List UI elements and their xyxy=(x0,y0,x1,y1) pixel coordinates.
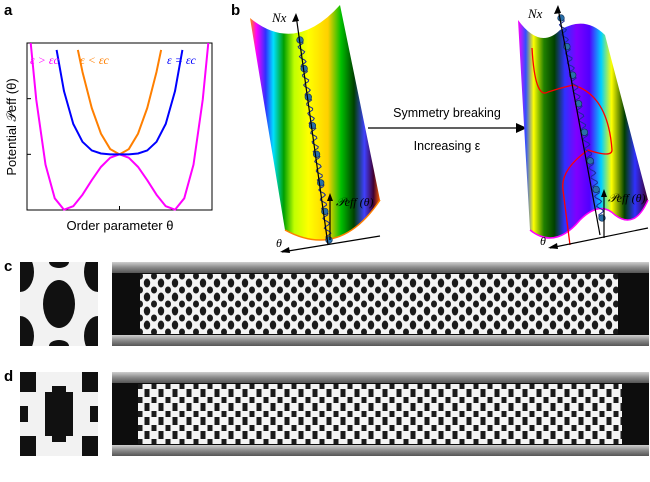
right-nx-axis xyxy=(557,7,601,236)
panel-label-c: c xyxy=(4,258,13,275)
lattice-strip-c-photo xyxy=(112,262,649,346)
right-potential-arrowhead-icon xyxy=(601,189,607,197)
plot-frame xyxy=(26,42,213,211)
spring-chain xyxy=(297,39,332,241)
legend-eps-equal: ε = εc xyxy=(167,53,197,67)
chain-node xyxy=(312,150,321,158)
unit-cell-d-photo xyxy=(20,372,98,456)
left-potential-arrowhead-icon xyxy=(327,193,333,201)
left-nx-arrowhead-icon xyxy=(292,13,299,22)
left-theta-axis xyxy=(281,235,381,253)
transition-label-bottom: Increasing ε xyxy=(414,139,481,153)
left-potential-surface xyxy=(250,5,380,240)
y-axis-label: Potential 𝒫eff (θ) xyxy=(4,78,19,175)
legend-eps-greater: ε > εc xyxy=(30,53,60,67)
left-nx-axis xyxy=(295,14,329,246)
bottom-clamp xyxy=(112,335,649,346)
right-theta-arrowhead-icon xyxy=(548,243,558,249)
lattice-d xyxy=(138,384,622,444)
chain-node xyxy=(580,128,589,136)
domain-wall-curve xyxy=(531,47,613,246)
chain-node xyxy=(317,179,325,187)
transition-arrowhead-icon xyxy=(516,123,527,133)
right-surface-edge xyxy=(529,199,649,239)
bottom-clamp xyxy=(112,445,649,456)
legend-eps-less: ε < εc xyxy=(80,53,110,67)
left-theta-arrowhead-icon xyxy=(280,247,290,253)
panel-label-a: a xyxy=(4,2,13,19)
right-theta-label: θ xyxy=(540,234,546,248)
series-line-2 xyxy=(55,49,184,156)
left-surface-edge xyxy=(284,199,381,241)
panel-label-d: d xyxy=(4,368,14,385)
right-potential-label: 𝒫eff (θ) xyxy=(608,191,646,205)
transition-label-top: Symmetry breaking xyxy=(393,106,501,120)
left-nx-label: Nx xyxy=(271,10,287,25)
spring-chain xyxy=(558,17,605,219)
left-theta-label: θ xyxy=(276,236,282,250)
top-clamp xyxy=(112,262,649,273)
chain-node xyxy=(308,122,317,130)
series-line-0 xyxy=(29,42,210,211)
panel-label-b: b xyxy=(231,2,241,19)
chain-node xyxy=(586,157,594,165)
right-theta-axis xyxy=(549,227,649,249)
right-nx-label: Nx xyxy=(527,6,543,21)
unit-cell-c-photo xyxy=(20,262,98,346)
chain-node xyxy=(557,14,565,22)
symmetry-breaking-diagram: Nx θ 𝒫eff (θ) Symmetry breaking Increasi… xyxy=(250,5,649,253)
chain-node xyxy=(592,185,600,194)
lattice-strip-d-photo xyxy=(112,372,649,456)
x-axis-label: Order parameter θ xyxy=(67,218,174,233)
potential-chart: ε > εc ε < εc ε = εc Order parameter θ P… xyxy=(4,42,213,233)
top-clamp xyxy=(112,372,649,383)
right-nx-arrowhead-icon xyxy=(554,5,561,14)
lattice-c xyxy=(140,274,618,334)
left-potential-label: 𝒫eff (θ) xyxy=(336,195,374,209)
